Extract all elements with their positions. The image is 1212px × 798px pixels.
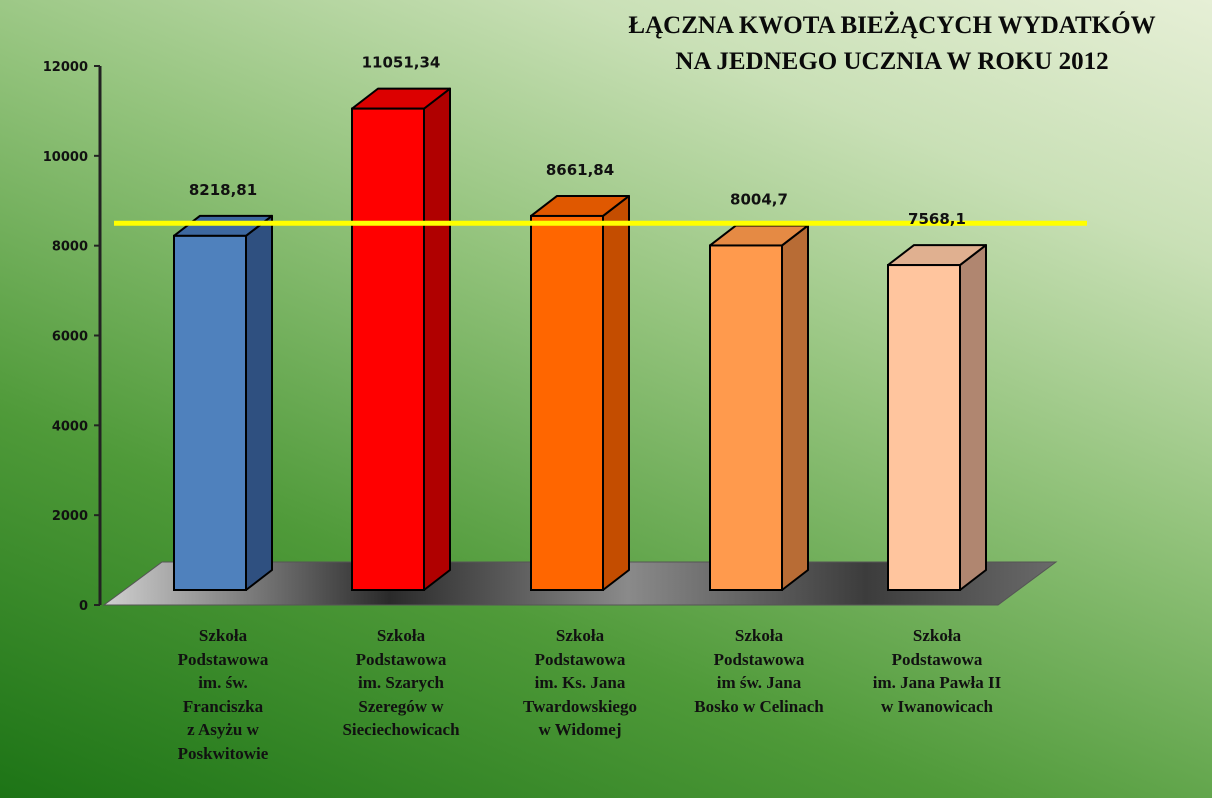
- bar-front: [709, 244, 783, 591]
- bar-front: [887, 264, 961, 591]
- x-category-label: Szkoła Podstawowa im św. Jana Bosko w Ce…: [694, 626, 824, 716]
- bar: [709, 224, 809, 591]
- data-label: 7568,1: [908, 210, 966, 228]
- bar-side: [423, 87, 451, 591]
- chart-title-line-1: ŁĄCZNA KWOTA BIEŻĄCYCH WYDATKÓW: [628, 11, 1155, 39]
- bar: [887, 244, 987, 591]
- x-category-label: Szkoła Podstawowa im. Ks. Jana Twardowsk…: [523, 626, 637, 739]
- y-tick-label: 4000: [52, 419, 88, 434]
- bar-front: [530, 214, 604, 591]
- x-category-label: Szkoła Podstawowa im. św. Franciszka z A…: [177, 626, 269, 763]
- x-category-label: Szkoła Podstawowa im. Szarych Szeregów w…: [342, 626, 460, 739]
- bar-front: [351, 107, 425, 591]
- data-label: 8661,84: [546, 161, 614, 179]
- data-label: 11051,34: [362, 54, 441, 72]
- bar: [530, 194, 630, 591]
- data-label: 8004,7: [730, 190, 788, 208]
- x-category-label: Szkoła Podstawowa im. Jana Pawła II w Iw…: [872, 626, 1002, 716]
- y-tick-label: 8000: [52, 240, 88, 255]
- y-tick-label: 2000: [52, 509, 88, 524]
- bar-side: [602, 194, 630, 591]
- bar-side: [245, 214, 273, 591]
- chart-title-line-2: NA JEDNEGO UCZNIA W ROKU 2012: [675, 48, 1108, 75]
- y-tick-label: 12000: [43, 60, 88, 75]
- y-tick-label: 0: [79, 599, 88, 614]
- bar-side: [781, 224, 809, 591]
- bar: [351, 87, 451, 591]
- bar-front: [173, 234, 247, 592]
- y-tick-label: 10000: [43, 150, 88, 165]
- bar-side: [959, 244, 987, 591]
- y-tick-label: 6000: [52, 330, 88, 345]
- data-label: 8218,81: [189, 181, 257, 199]
- bar: [173, 214, 273, 592]
